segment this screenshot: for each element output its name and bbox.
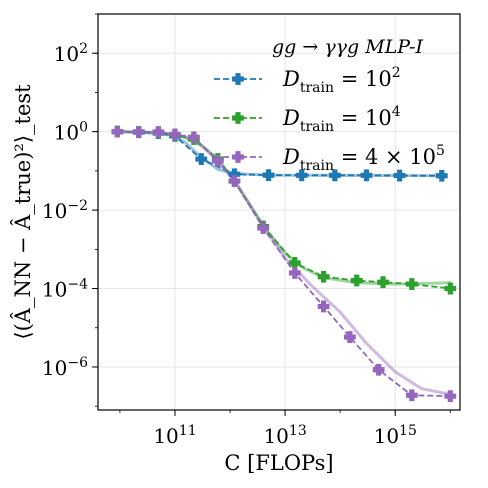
- data-point-2-13: [444, 390, 457, 403]
- data-point-2-4: [187, 131, 200, 144]
- series-markers: [111, 125, 457, 403]
- y-tick-label-2: 10−2: [42, 198, 88, 223]
- data-point-2-2: [152, 126, 165, 138]
- y-axis-label: ⟨(Â_NN − Â_true)²⟩_test: [11, 84, 35, 340]
- data-point-2-11: [372, 363, 385, 376]
- data-point-0-11: [435, 169, 448, 182]
- data-point-2-7: [257, 222, 270, 234]
- legend-label-2: Dtrain = 4 × 105: [282, 143, 445, 174]
- legend-label-1: Dtrain = 104: [282, 104, 401, 135]
- data-point-2-6: [228, 175, 241, 187]
- y-tick-label-1: 10−4: [42, 277, 88, 302]
- fit-curve-2: [115, 130, 452, 396]
- plot-frame: [97, 13, 461, 411]
- data-point-2-9: [317, 300, 330, 313]
- x-tick-label-1: 1013: [263, 423, 306, 448]
- data-point-0-10: [393, 169, 406, 182]
- y-tick-label-4: 102: [54, 41, 88, 66]
- series-line-2: [117, 130, 451, 398]
- data-point-1-12: [405, 278, 418, 290]
- y-tick-label-3: 100: [54, 120, 88, 145]
- data-point-2-0: [111, 125, 124, 138]
- data-point-0-9: [360, 169, 373, 182]
- data-point-2-3: [169, 128, 181, 141]
- data-point-2-8: [288, 267, 301, 279]
- data-point-2-5: [211, 154, 224, 167]
- data-point-2-12: [405, 389, 418, 402]
- data-point-2-10: [343, 331, 356, 343]
- data-point-1-10: [350, 274, 363, 287]
- x-tick-label-2: 1015: [374, 423, 417, 448]
- grid: [98, 14, 460, 410]
- y-ticks: 10−6 10−4 10−2 100 102: [42, 13, 98, 407]
- data-point-2-1: [132, 126, 145, 138]
- x-ticks: 1011 1013 1015: [119, 410, 451, 448]
- data-point-0-6: [262, 169, 275, 182]
- data-point-0-8: [328, 169, 341, 182]
- data-point-0-4: [195, 153, 208, 165]
- legend-marker-1: [232, 112, 244, 124]
- data-point-1-13: [444, 282, 457, 295]
- axis-labels: C [FLOPs] ⟨(Â_NN − Â_true)²⟩_test: [11, 84, 334, 475]
- data-point-1-9: [317, 270, 330, 283]
- legend: gg → γγg MLP-I Dtrain = 102 Dtrain = 104 Dt…: [214, 36, 445, 174]
- legend-title: gg → γγg MLP-I: [272, 36, 423, 58]
- y-tick-label-0: 10−6: [42, 355, 88, 380]
- data-point-0-7: [295, 169, 308, 182]
- x-tick-label-0: 1011: [153, 423, 196, 448]
- data-point-1-11: [377, 276, 389, 289]
- x-axis-label: C [FLOPs]: [224, 451, 333, 475]
- legend-marker-2: [232, 151, 244, 163]
- legend-label-0: Dtrain = 102: [282, 65, 401, 96]
- legend-marker-0: [232, 73, 244, 85]
